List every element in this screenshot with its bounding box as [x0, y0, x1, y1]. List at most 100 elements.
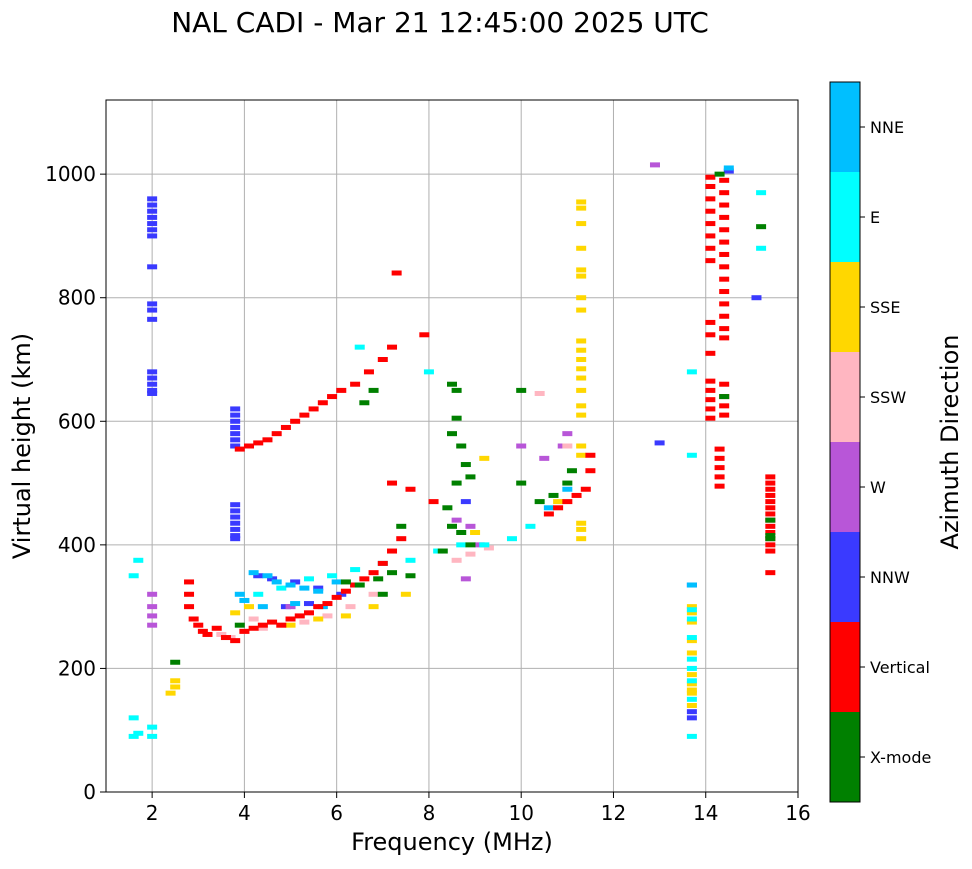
data-point — [354, 582, 365, 588]
data-point — [262, 437, 273, 443]
data-point — [576, 536, 587, 542]
data-point — [147, 604, 158, 610]
data-point — [686, 665, 697, 671]
data-point — [686, 696, 697, 702]
data-point — [479, 542, 490, 548]
data-point — [340, 579, 351, 585]
colorbar-frame — [829, 81, 861, 803]
axis-ticks: 2 4 6 8 10 12 14 16 0 200 400 600 800 1000 — [45, 162, 811, 825]
data-point — [387, 344, 398, 350]
data-point — [290, 418, 301, 424]
data-point — [147, 233, 158, 239]
data-point — [133, 730, 144, 736]
data-point — [216, 631, 227, 637]
data-point — [331, 579, 342, 585]
data-point — [262, 573, 273, 579]
data-point — [686, 687, 697, 693]
data-point — [340, 588, 351, 594]
data-point — [719, 177, 730, 183]
data-point — [456, 530, 467, 535]
data-point — [765, 570, 776, 576]
colorbar-segment — [830, 262, 860, 352]
data-point — [686, 635, 697, 641]
data-point — [336, 387, 347, 393]
data-point — [230, 526, 241, 532]
data-point — [230, 412, 241, 418]
y-tick-label: 400 — [58, 533, 96, 557]
data-point — [705, 196, 716, 202]
data-point — [368, 604, 379, 610]
data-point — [686, 650, 697, 656]
data-point — [290, 601, 301, 607]
data-point — [387, 548, 398, 554]
data-point — [654, 440, 665, 446]
data-point — [170, 678, 181, 684]
data-point — [147, 724, 158, 730]
y-axis-label: Virtual height (km) — [8, 333, 36, 559]
data-point — [576, 366, 587, 372]
data-point — [248, 625, 259, 631]
data-point — [576, 307, 587, 313]
data-point — [765, 530, 776, 535]
data-point — [576, 403, 587, 409]
data-point — [516, 387, 527, 393]
chart-title: NAL CADI - Mar 21 12:45:00 2025 UTC — [171, 6, 709, 39]
data-point — [147, 316, 158, 322]
colorbar-tick-label: W — [870, 478, 886, 497]
data-point — [368, 570, 379, 576]
data-point — [576, 273, 587, 279]
colorbar-segment — [830, 172, 860, 262]
data-point — [257, 622, 268, 628]
data-point — [184, 579, 195, 585]
data-point — [359, 400, 370, 406]
y-tick-label: 1000 — [45, 162, 96, 186]
data-point — [543, 511, 554, 517]
data-point — [419, 332, 430, 338]
data-point — [705, 174, 716, 180]
data-point — [765, 492, 776, 498]
data-point — [248, 570, 259, 576]
data-point — [128, 733, 139, 739]
colorbar-tick-label: SSE — [870, 298, 900, 317]
data-point — [253, 591, 264, 597]
data-point — [267, 619, 278, 625]
data-point — [719, 412, 730, 418]
data-point — [525, 523, 536, 529]
x-tick-label: 2 — [146, 801, 159, 825]
data-point — [705, 233, 716, 239]
data-point — [765, 474, 776, 480]
data-point — [391, 270, 402, 276]
data-point — [350, 381, 361, 387]
x-axis-label: Frequency (MHz) — [351, 828, 553, 856]
data-point — [719, 301, 730, 307]
data-point — [280, 424, 291, 430]
data-point — [751, 295, 762, 301]
data-point — [765, 536, 776, 542]
data-point — [465, 474, 476, 480]
data-point — [271, 431, 282, 437]
y-tick-label: 800 — [58, 286, 96, 310]
data-point — [276, 585, 287, 591]
data-point — [705, 258, 716, 264]
data-point — [686, 638, 697, 644]
data-point — [317, 400, 328, 406]
colorbar-segment — [830, 82, 860, 172]
data-point — [405, 486, 416, 492]
data-point — [230, 533, 241, 539]
data-point — [719, 335, 730, 341]
data-point — [451, 557, 462, 563]
data-point — [765, 517, 776, 523]
data-point — [133, 557, 144, 563]
data-point — [765, 511, 776, 517]
data-point — [359, 576, 370, 582]
data-point — [714, 483, 725, 489]
data-point — [765, 533, 776, 539]
data-point — [257, 625, 268, 631]
data-point — [566, 468, 577, 474]
data-point — [447, 381, 457, 387]
data-point — [756, 224, 767, 230]
data-point — [230, 514, 241, 520]
data-point — [534, 499, 545, 505]
data-point — [405, 573, 416, 579]
